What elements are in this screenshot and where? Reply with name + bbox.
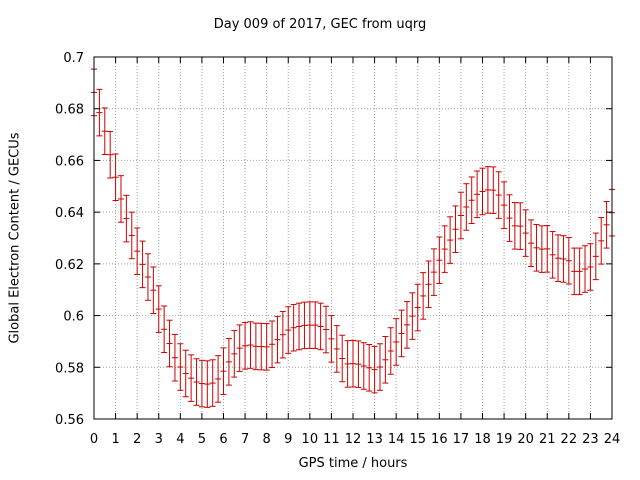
x-tick-label: 21 bbox=[539, 432, 556, 447]
x-tick-label: 4 bbox=[176, 432, 184, 447]
x-tick-label: 10 bbox=[302, 432, 319, 447]
y-tick-label: 0.64 bbox=[55, 206, 84, 221]
y-tick-label: 0.56 bbox=[55, 413, 84, 428]
x-tick-label: 20 bbox=[517, 432, 534, 447]
x-tick-label: 3 bbox=[155, 432, 163, 447]
x-tick-label: 19 bbox=[496, 432, 513, 447]
x-tick-label: 12 bbox=[345, 432, 362, 447]
x-tick-label: 11 bbox=[323, 432, 340, 447]
x-axis-label: GPS time / hours bbox=[298, 456, 408, 471]
x-tick-label: 5 bbox=[198, 432, 206, 447]
x-tick-label: 6 bbox=[219, 432, 227, 447]
x-tick-label: 18 bbox=[474, 432, 491, 447]
x-tick-label: 13 bbox=[366, 432, 383, 447]
x-tick-label: 22 bbox=[561, 432, 578, 447]
y-tick-label: 0.66 bbox=[55, 154, 84, 169]
y-tick-label: 0.58 bbox=[55, 361, 84, 376]
chart-title: Day 009 of 2017, GEC from uqrg bbox=[213, 17, 427, 32]
x-tick-label: 17 bbox=[453, 432, 470, 447]
x-tick-label: 2 bbox=[133, 432, 141, 447]
y-tick-label: 0.6 bbox=[63, 310, 84, 325]
x-tick-label: 1 bbox=[111, 432, 119, 447]
x-tick-label: 24 bbox=[604, 432, 621, 447]
x-tick-label: 7 bbox=[241, 432, 249, 447]
x-axis-ticks: 0 1 2 3 4 5 6 7 8 9 10 11 12 13 14 15 16 17 18 19 20 21 22 23 24 bbox=[90, 57, 620, 447]
data-series bbox=[91, 91, 615, 385]
x-tick-label: 15 bbox=[409, 432, 426, 447]
y-tick-label: 0.68 bbox=[55, 103, 84, 118]
x-tick-label: 8 bbox=[263, 432, 271, 447]
error-bars bbox=[91, 68, 615, 408]
x-tick-label: 23 bbox=[582, 432, 599, 447]
x-tick-label: 0 bbox=[90, 432, 98, 447]
y-tick-label: 0.62 bbox=[55, 258, 84, 273]
y-axis-label: Global Electron Content / GECUs bbox=[7, 132, 23, 344]
y-tick-label: 0.7 bbox=[63, 51, 84, 66]
x-tick-label: 16 bbox=[431, 432, 448, 447]
y-axis-ticks: 0.56 0.58 0.6 0.62 0.64 0.66 0.68 0.7 bbox=[55, 51, 612, 428]
x-tick-label: 14 bbox=[388, 432, 405, 447]
x-tick-label: 9 bbox=[284, 432, 292, 447]
